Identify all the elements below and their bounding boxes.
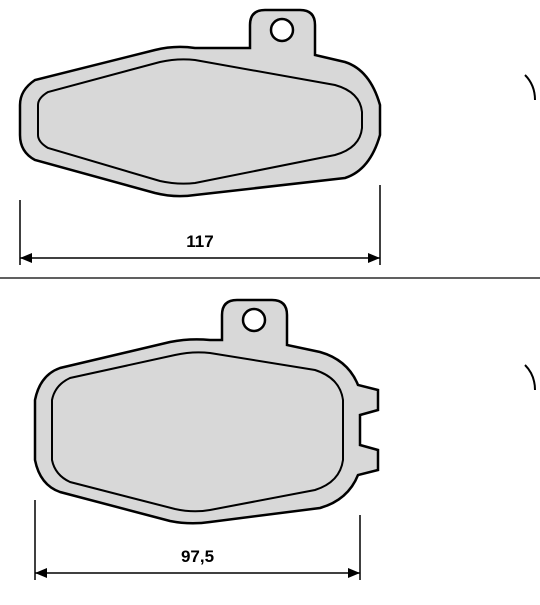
right-edge-marks: [525, 75, 535, 390]
top-width-label: 117: [0, 232, 400, 252]
top-brake-pad: [20, 10, 380, 196]
brake-pad-drawing: [0, 0, 540, 600]
bottom-width-label: 97,5: [0, 547, 395, 567]
top-dimension: [20, 185, 380, 265]
technical-diagram: 117 97,5: [0, 0, 540, 600]
bottom-brake-pad: [35, 300, 378, 523]
